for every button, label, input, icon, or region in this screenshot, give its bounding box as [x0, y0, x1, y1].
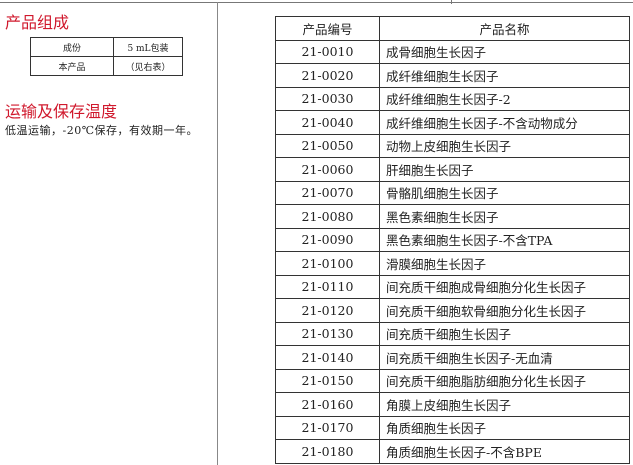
- table-row: 21-0180 角质细胞生长因子-不含BPE: [275, 439, 630, 464]
- product-code: 21-0180: [275, 439, 380, 464]
- product-code: 21-0160: [275, 392, 380, 417]
- product-code: 21-0130: [275, 321, 380, 346]
- product-code: 21-0050: [275, 133, 380, 158]
- product-name: 间充质干细胞软骨细胞分化生长因子: [379, 298, 630, 323]
- table-row: 21-0070 骨骼肌细胞生长因子: [275, 180, 630, 205]
- header-code: 产品编号: [275, 16, 380, 41]
- product-code: 21-0060: [275, 157, 380, 182]
- product-code: 21-0170: [275, 415, 380, 440]
- table-row: 21-0090 黑色素细胞生长因子-不含TPA: [275, 227, 630, 252]
- product-name: 骨骼肌细胞生长因子: [379, 180, 630, 205]
- table-row: 本产品 （见右表）: [30, 56, 183, 76]
- table-row: 21-0080 黑色素细胞生长因子: [275, 204, 630, 229]
- top-rule: [0, 2, 633, 3]
- product-name: 角质细胞生长因子: [379, 415, 630, 440]
- table-row: 21-0060 肝细胞生长因子: [275, 157, 630, 182]
- column-divider: [217, 2, 218, 465]
- table-row: 21-0100 滑膜细胞生长因子: [275, 251, 630, 276]
- product-code: 21-0120: [275, 298, 380, 323]
- product-code: 21-0010: [275, 39, 380, 64]
- table-row: 21-0040 成纤维细胞生长因子-不含动物成分: [275, 110, 630, 135]
- product-code: 21-0070: [275, 180, 380, 205]
- product-name: 角膜上皮细胞生长因子: [379, 392, 630, 417]
- table-row: 成份 5 mL包装: [30, 37, 183, 57]
- table-row: 21-0170 角质细胞生长因子: [275, 415, 630, 440]
- product-name: 动物上皮细胞生长因子: [379, 133, 630, 158]
- product-name: 角质细胞生长因子-不含BPE: [379, 439, 630, 464]
- product-name: 成骨细胞生长因子: [379, 39, 630, 64]
- product-code: 21-0100: [275, 251, 380, 276]
- table-row: 21-0020 成纤维细胞生长因子: [275, 63, 630, 88]
- storage-text: 低温运输，-20℃保存，有效期一年。: [5, 124, 199, 137]
- table-row: 21-0160 角膜上皮细胞生长因子: [275, 392, 630, 417]
- product-name: 成纤维细胞生长因子: [379, 63, 630, 88]
- product-name: 间充质干细胞脂肪细胞分化生长因子: [379, 368, 630, 393]
- table-row: 21-0010 成骨细胞生长因子: [275, 39, 630, 64]
- table-row: 21-0050 动物上皮细胞生长因子: [275, 133, 630, 158]
- product-code: 21-0020: [275, 63, 380, 88]
- product-name: 肝细胞生长因子: [379, 157, 630, 182]
- table-cell: 成份: [30, 37, 114, 57]
- table-cell: 5 mL包装: [113, 37, 183, 57]
- product-name: 成纤维细胞生长因子-2: [379, 86, 630, 111]
- product-code: 21-0080: [275, 204, 380, 229]
- product-name: 间充质干细胞生长因子: [379, 321, 630, 346]
- header-name: 产品名称: [379, 16, 630, 41]
- table-row: 21-0030 成纤维细胞生长因子-2: [275, 86, 630, 111]
- table-cell: （见右表）: [113, 56, 183, 76]
- table-cell: 本产品: [30, 56, 114, 76]
- product-code: 21-0110: [275, 274, 380, 299]
- table-row: 21-0150 间充质干细胞脂肪细胞分化生长因子: [275, 368, 630, 393]
- product-name: 滑膜细胞生长因子: [379, 251, 630, 276]
- storage-heading: 运输及保存温度: [5, 102, 118, 121]
- product-name: 成纤维细胞生长因子-不含动物成分: [379, 110, 630, 135]
- product-code: 21-0140: [275, 345, 380, 370]
- top-rule-tick: [451, 0, 452, 4]
- product-code: 21-0030: [275, 86, 380, 111]
- product-name: 间充质干细胞成骨细胞分化生长因子: [379, 274, 630, 299]
- product-name: 间充质干细胞生长因子-无血清: [379, 345, 630, 370]
- composition-heading: 产品组成: [5, 13, 70, 32]
- product-name: 黑色素细胞生长因子: [379, 204, 630, 229]
- product-code: 21-0150: [275, 368, 380, 393]
- product-name: 黑色素细胞生长因子-不含TPA: [379, 227, 630, 252]
- product-code: 21-0040: [275, 110, 380, 135]
- composition-table: 成份 5 mL包装 本产品 （见右表）: [30, 37, 183, 76]
- table-row: 21-0130 间充质干细胞生长因子: [275, 321, 630, 346]
- table-row: 21-0110 间充质干细胞成骨细胞分化生长因子: [275, 274, 630, 299]
- table-row: 21-0120 间充质干细胞软骨细胞分化生长因子: [275, 298, 630, 323]
- product-code: 21-0090: [275, 227, 380, 252]
- table-row: 21-0140 间充质干细胞生长因子-无血清: [275, 345, 630, 370]
- table-header-row: 产品编号 产品名称: [275, 16, 630, 41]
- product-table: 产品编号 产品名称 21-0010 成骨细胞生长因子 21-0020 成纤维细胞生长因…: [275, 16, 630, 464]
